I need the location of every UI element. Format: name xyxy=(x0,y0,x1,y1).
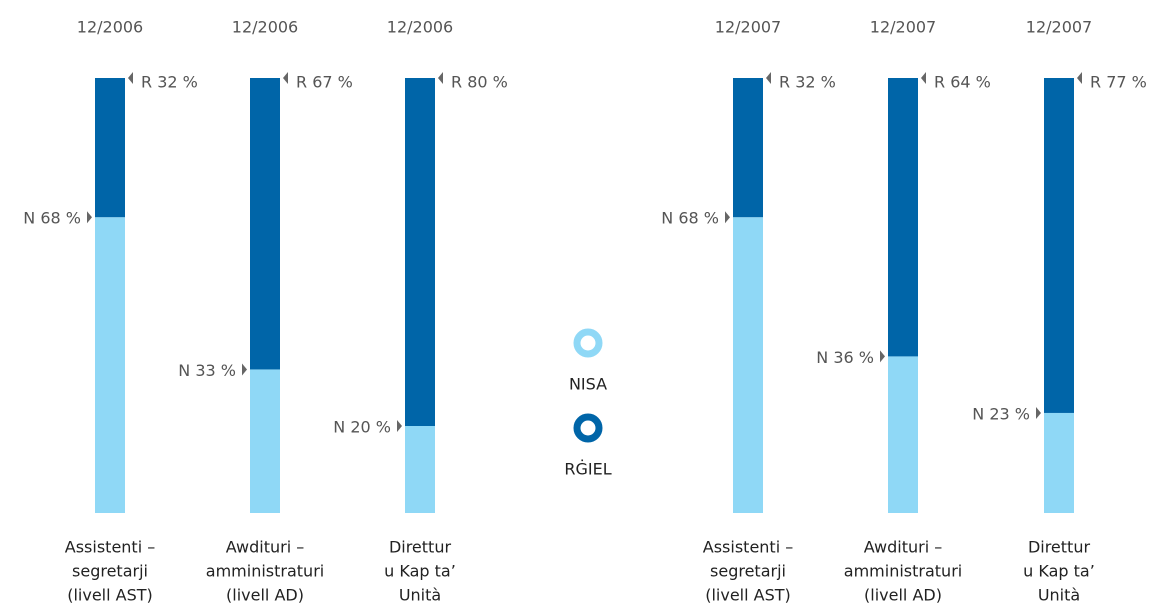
category-label: u Kap ta’ xyxy=(1023,562,1095,581)
legend-label: NISA xyxy=(569,375,607,394)
value-label: R 32 % xyxy=(141,73,198,92)
category-label: Unità xyxy=(1038,586,1080,605)
label-pointer xyxy=(283,72,288,84)
period-label: 12/2006 xyxy=(77,18,143,37)
label-pointer xyxy=(725,211,730,224)
value-label: R 77 % xyxy=(1090,73,1147,92)
bar-segment xyxy=(250,78,280,370)
value-label: N 68 % xyxy=(661,209,719,228)
bar-segment xyxy=(888,356,918,513)
label-pointer xyxy=(242,363,247,376)
category-label: (livell AST) xyxy=(67,586,153,605)
category-label: Awdituri – xyxy=(864,538,943,557)
label-pointer xyxy=(397,420,402,432)
period-label: 12/2006 xyxy=(232,18,298,37)
bar-segment xyxy=(888,78,918,357)
period-label: 12/2007 xyxy=(1026,18,1092,37)
category-label: segretarji xyxy=(710,562,786,581)
label-pointer xyxy=(921,72,926,84)
legend-swatch xyxy=(573,328,603,358)
value-label: R 32 % xyxy=(779,73,836,92)
label-pointer xyxy=(438,72,443,84)
category-label: Assistenti – xyxy=(65,538,155,557)
value-label: R 80 % xyxy=(451,73,508,92)
category-label: Awdituri – xyxy=(226,538,305,557)
bar-segment xyxy=(1044,78,1074,413)
legend-label: RĠIEL xyxy=(564,460,611,479)
period-label: 12/2007 xyxy=(870,18,936,37)
category-label: (livell AD) xyxy=(226,586,304,605)
value-label: R 67 % xyxy=(296,73,353,92)
category-label: segretarji xyxy=(72,562,148,581)
bar-segment xyxy=(405,426,435,513)
value-label: N 20 % xyxy=(333,418,391,437)
value-label: N 23 % xyxy=(972,404,1030,423)
bar-segment xyxy=(250,369,280,513)
category-label: Direttur xyxy=(389,538,452,557)
bar-segment xyxy=(95,78,125,218)
label-pointer xyxy=(1077,72,1082,84)
label-pointer xyxy=(766,72,771,84)
period-label: 12/2006 xyxy=(387,18,453,37)
category-label: (livell AD) xyxy=(864,586,942,605)
category-label: (livell AST) xyxy=(705,586,791,605)
label-pointer xyxy=(1036,406,1041,419)
category-label: amministraturi xyxy=(844,562,962,581)
category-label: Direttur xyxy=(1028,538,1091,557)
value-label: N 36 % xyxy=(816,348,874,367)
category-label: u Kap ta’ xyxy=(384,562,456,581)
category-label: amministraturi xyxy=(206,562,324,581)
bar-segment xyxy=(733,78,763,218)
category-label: Assistenti – xyxy=(703,538,793,557)
period-label: 12/2007 xyxy=(715,18,781,37)
bar-segment xyxy=(733,217,763,513)
value-label: R 64 % xyxy=(934,73,991,92)
legend-swatch xyxy=(573,413,603,443)
label-pointer xyxy=(880,350,885,363)
value-label: N 68 % xyxy=(23,209,81,228)
label-pointer xyxy=(87,211,92,224)
label-pointer xyxy=(128,72,133,84)
bar-segment xyxy=(95,217,125,513)
bar-segment xyxy=(1044,412,1074,513)
category-label: Unità xyxy=(399,586,441,605)
bar-segment xyxy=(405,78,435,426)
value-label: N 33 % xyxy=(178,361,236,380)
